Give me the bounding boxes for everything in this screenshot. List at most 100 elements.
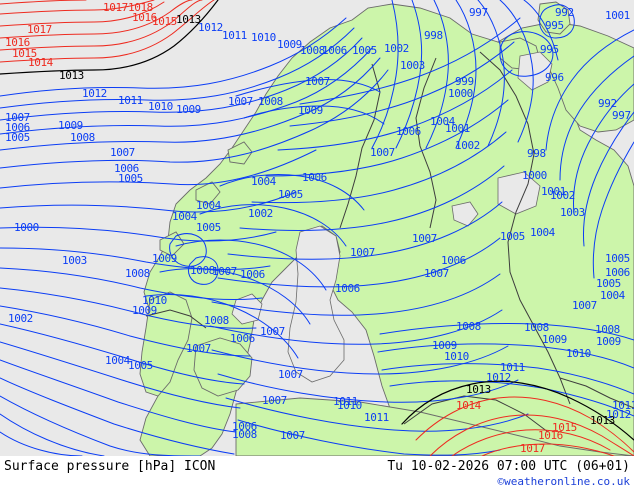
isobar-label: 1017 bbox=[103, 1, 128, 14]
isobar-label: 1012 bbox=[198, 21, 223, 34]
isobar-label: 1007 bbox=[412, 232, 437, 245]
isobar-label: 992 bbox=[555, 6, 574, 19]
isobar-label: 1010 bbox=[142, 294, 167, 307]
isobar-label: 1015 bbox=[12, 47, 37, 60]
isobar-label: 997 bbox=[469, 6, 488, 19]
land-jutland bbox=[139, 291, 193, 397]
isobar-label: 1008 bbox=[524, 321, 549, 334]
national-borders-layer bbox=[145, 51, 634, 433]
isobars-low-layer bbox=[0, 0, 634, 456]
isobar-label: 1007 bbox=[228, 95, 253, 108]
border-baltic-states bbox=[403, 395, 549, 433]
isobar-label: 1008 bbox=[456, 320, 481, 333]
isobar-label: 1000 bbox=[448, 87, 473, 100]
isobar-label: 1009 bbox=[542, 333, 567, 346]
isobar-label: 1000 bbox=[522, 169, 547, 182]
isobar-label: 995 bbox=[540, 43, 559, 56]
isobar-label: 1002 bbox=[384, 42, 409, 55]
isobar-label: 1005 bbox=[128, 359, 153, 372]
isobar-label: 1007 bbox=[424, 267, 449, 280]
isobar-label: 1006 bbox=[232, 420, 257, 433]
isobar-label: 1009 bbox=[58, 119, 83, 132]
isobar-label: 1009 bbox=[298, 104, 323, 117]
isobar-label: 1007 bbox=[5, 111, 30, 124]
footer-title: Surface pressure [hPa] ICON bbox=[4, 459, 216, 474]
isobar-label: 1007 bbox=[350, 246, 375, 259]
isobar-label: 1010 bbox=[566, 347, 591, 360]
map-footer: Surface pressure [hPa] ICON Tu 10-02-202… bbox=[0, 456, 634, 490]
isobar-label: 997 bbox=[612, 109, 631, 122]
isobar-label: 1003 bbox=[400, 59, 425, 72]
isobar-label: 1009 bbox=[596, 335, 621, 348]
isobar-1013-north bbox=[0, 0, 219, 75]
isobar-label: 1009 bbox=[432, 339, 457, 352]
isobar-label: 1009 bbox=[176, 103, 201, 116]
isobar-label: 1007 bbox=[262, 394, 287, 407]
isobar-label: 1007 bbox=[110, 146, 135, 159]
isobar-label: 1005 bbox=[118, 172, 143, 185]
isobar-label: 1007 bbox=[186, 342, 211, 355]
isobar-label: 999 bbox=[455, 75, 474, 88]
isobar-label: 1012 bbox=[82, 87, 107, 100]
isobar-label: 1002 bbox=[248, 207, 273, 220]
isobar-label: 1014 bbox=[28, 56, 53, 69]
isobar-label: 1011 bbox=[333, 395, 358, 408]
isobar-label: 1004 bbox=[172, 210, 197, 223]
isobar-label: 1017 bbox=[520, 442, 545, 455]
isobar-label: 998 bbox=[527, 147, 546, 160]
isobar-label: 1011 bbox=[500, 361, 525, 374]
isobar-label: 1006 bbox=[230, 332, 255, 345]
isobar-label: 1004 bbox=[105, 354, 130, 367]
isobar-label: 1006 bbox=[396, 125, 421, 138]
isobar-label: 1000 bbox=[14, 221, 39, 234]
isobar-label: 998 bbox=[424, 29, 443, 42]
isobar-label: 1006 bbox=[441, 254, 466, 267]
isobar-label: 1001 bbox=[541, 185, 566, 198]
isobar-label: 1013 bbox=[590, 414, 615, 427]
isobars-high-layer bbox=[0, 0, 634, 456]
isobar-label: 1008 bbox=[204, 314, 229, 327]
isobar-label: 1004 bbox=[196, 199, 221, 212]
isobar-label: 1006 bbox=[240, 268, 265, 281]
map-canvas bbox=[0, 0, 634, 456]
isobar-label: 1016 bbox=[5, 36, 30, 49]
isobar-label: 1007 bbox=[212, 265, 237, 278]
isobar-label: 1004 bbox=[251, 175, 276, 188]
border-sweden-finland bbox=[415, 57, 437, 229]
isobar-label: 1005 bbox=[596, 277, 621, 290]
isobar-label: 1009 bbox=[152, 252, 177, 265]
isobar-label: 1002 bbox=[455, 139, 480, 152]
isobar-label: 1007 bbox=[278, 368, 303, 381]
isobar-label: 1008 bbox=[595, 323, 620, 336]
isobar-label: 1001 bbox=[605, 9, 630, 22]
isobar-label: 1016 bbox=[132, 11, 157, 24]
isobar-label: 1003 bbox=[560, 206, 585, 219]
isobar-label: 1007 bbox=[260, 325, 285, 338]
isobar-label: 1005 bbox=[352, 44, 377, 57]
isobar-label: 1005 bbox=[500, 230, 525, 243]
isobar-label: 1008 bbox=[300, 44, 325, 57]
isobar-label: 1003 bbox=[62, 254, 87, 267]
isobar-1013-south bbox=[401, 380, 634, 441]
water-lake-ladoga bbox=[497, 171, 541, 215]
landmass-layer bbox=[139, 1, 634, 456]
isobar-label: 1012 bbox=[486, 371, 511, 384]
isobar-label: 995 bbox=[545, 19, 564, 32]
isobar-label: 1010 bbox=[251, 31, 276, 44]
isobar-label: 1016 bbox=[538, 429, 563, 442]
land-coastal-isles-a bbox=[227, 141, 253, 165]
isobar-label: 996 bbox=[545, 71, 564, 84]
isobar-label: 1006 bbox=[335, 282, 360, 295]
water-lake-vanern bbox=[231, 293, 263, 325]
isobar-label: 1012 bbox=[606, 408, 631, 421]
border-denmark-germany bbox=[145, 309, 207, 329]
isobar-label: 1004 bbox=[600, 289, 625, 302]
isobar-label: 1010 bbox=[337, 399, 362, 412]
isobar-label: 1004 bbox=[430, 115, 455, 128]
isobar-label: 1013 bbox=[466, 383, 491, 396]
footer-datetime: Tu 10-02-2026 07:00 UTC (06+01) bbox=[387, 459, 630, 474]
pressure-contour-map[interactable]: 1017 1018 1013 1016 1015 1017 1016 1015 1014 1013… bbox=[0, 0, 634, 456]
isobar-label: 1002 bbox=[550, 189, 575, 202]
isobar-label: 1006 bbox=[322, 44, 347, 57]
